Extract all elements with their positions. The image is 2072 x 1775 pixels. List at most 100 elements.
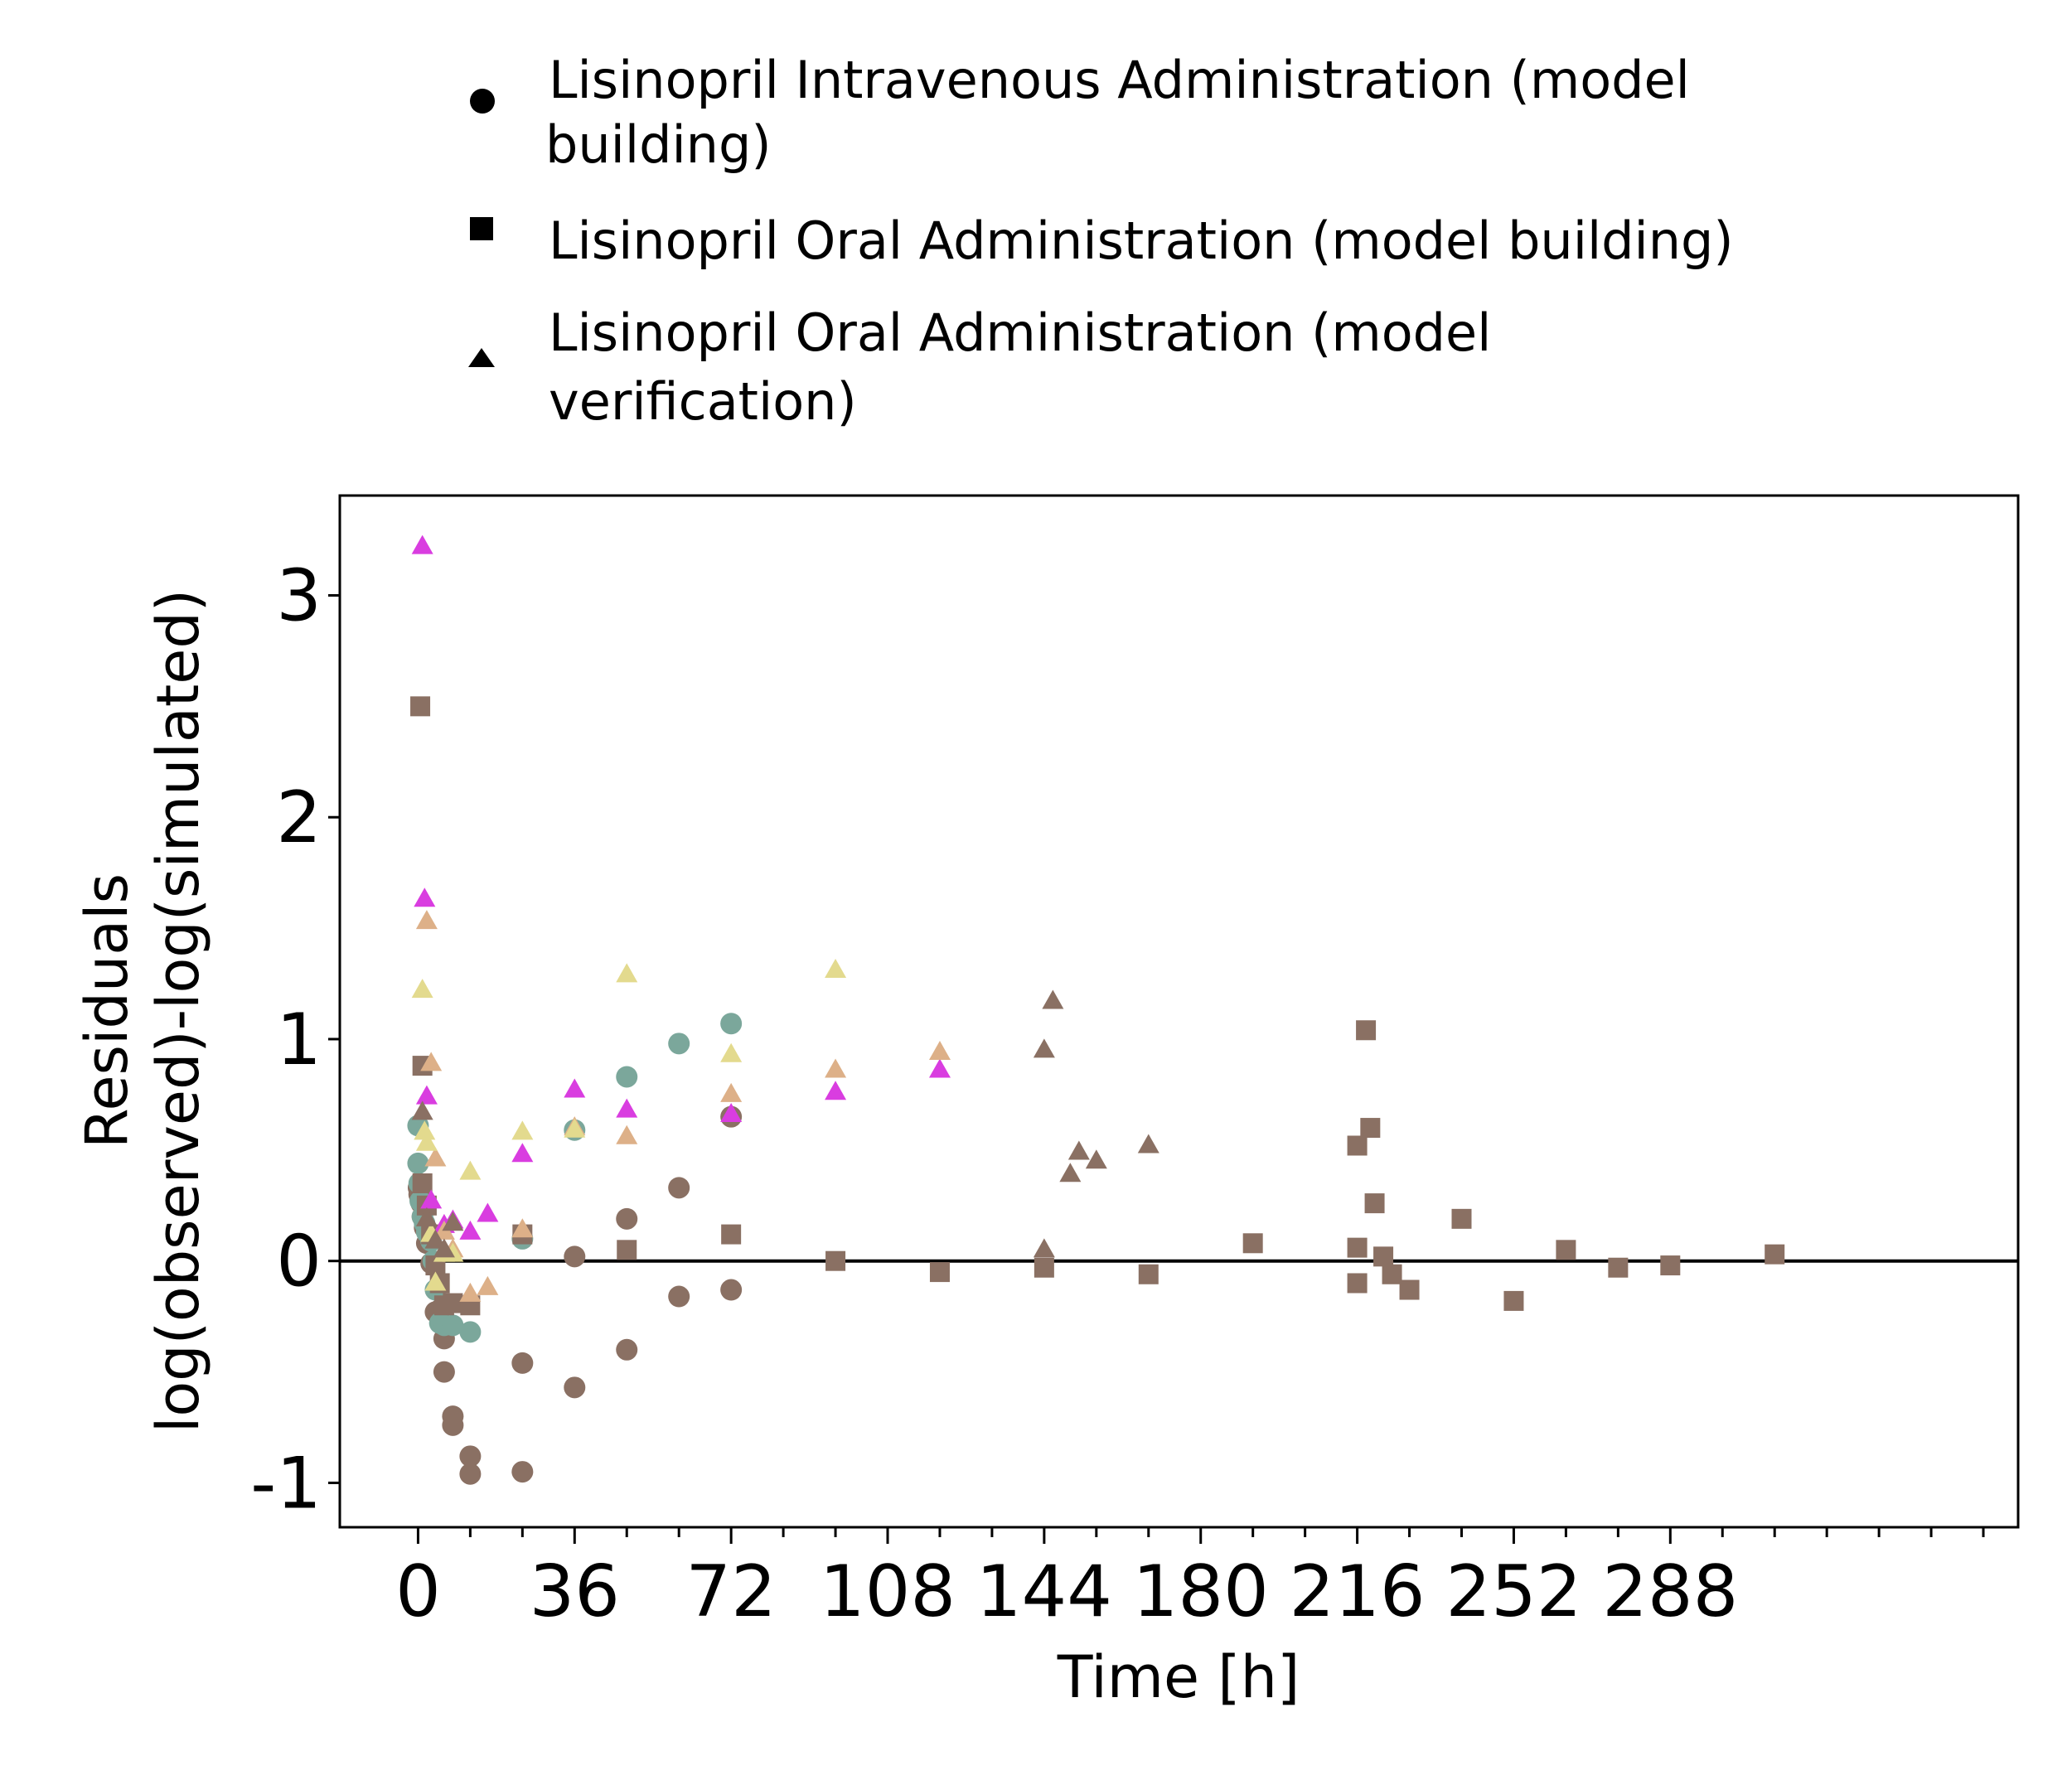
x-tick-label: 180: [1133, 1550, 1269, 1633]
x-tick-label: 144: [976, 1550, 1112, 1633]
data-point-circle: [511, 1461, 534, 1483]
data-point-square: [929, 1262, 950, 1283]
data-point-square: [1399, 1279, 1420, 1300]
data-point-triangle: [616, 963, 638, 983]
data-point-triangle: [720, 1042, 743, 1062]
data-point-circle: [459, 1463, 482, 1485]
data-point-circle: [720, 1013, 743, 1035]
data-point-triangle: [825, 1058, 847, 1078]
data-point-square: [825, 1250, 846, 1271]
data-point-square: [1034, 1257, 1054, 1278]
data-point-triangle: [442, 1212, 464, 1231]
data-points: [407, 534, 1785, 1485]
data-point-triangle: [825, 958, 847, 978]
data-point-square: [1242, 1233, 1263, 1254]
data-point-triangle: [1042, 989, 1064, 1009]
y-axis-title-line1: Residuals: [73, 873, 141, 1149]
data-point-square: [1382, 1264, 1402, 1284]
data-point-triangle: [1033, 1238, 1055, 1258]
data-point-triangle: [424, 1271, 447, 1291]
x-tick-label: 108: [820, 1550, 956, 1633]
data-point-square: [1765, 1244, 1785, 1265]
data-point-triangle: [459, 1282, 482, 1302]
data-point-triangle: [1033, 1038, 1055, 1058]
data-point-triangle: [415, 1085, 438, 1105]
data-point-triangle: [477, 1275, 499, 1295]
data-point-triangle: [415, 910, 438, 930]
data-point-square: [1503, 1290, 1524, 1311]
x-tick-label: 36: [530, 1550, 620, 1633]
data-point-square: [412, 1173, 433, 1193]
data-point-triangle: [415, 1207, 438, 1226]
x-tick-label: 288: [1602, 1550, 1738, 1633]
data-point-triangle: [511, 1218, 534, 1238]
data-point-triangle: [1085, 1149, 1107, 1169]
x-tick-label: 72: [685, 1550, 776, 1633]
data-point-triangle: [616, 1098, 638, 1118]
data-point-triangle: [564, 1078, 586, 1098]
data-point-triangle: [414, 1120, 436, 1140]
data-point-circle: [459, 1445, 482, 1468]
data-point-circle: [564, 1376, 586, 1399]
data-point-square: [617, 1240, 637, 1260]
data-point-triangle: [928, 1058, 951, 1078]
plot-panel: [338, 494, 2020, 1529]
data-point-circle: [564, 1245, 586, 1268]
x-axis-title: Time [h]: [1057, 1643, 1300, 1711]
data-point-triangle: [1059, 1163, 1082, 1183]
legend-marker-square: [470, 217, 493, 240]
data-point-triangle: [564, 1118, 586, 1138]
data-point-square: [1347, 1237, 1368, 1258]
legend-label-iv-line2: building): [545, 114, 772, 175]
legend-label-oral-verification-line1: Lisinopril Oral Administration (model: [549, 302, 1491, 363]
data-point-circle: [459, 1321, 482, 1343]
data-point-square: [1608, 1257, 1629, 1278]
legend-marker-circle: [470, 89, 495, 114]
data-point-triangle: [1067, 1140, 1090, 1160]
data-point-triangle: [459, 1160, 482, 1180]
data-point-triangle: [459, 1220, 482, 1240]
legend-label-oral-building: Lisinopril Oral Administration (model bu…: [549, 210, 1734, 271]
data-point-square: [1360, 1118, 1381, 1139]
data-point-triangle: [424, 1147, 447, 1167]
data-point-circle: [616, 1207, 638, 1230]
y-tick-label: 2: [276, 776, 322, 859]
data-point-circle: [720, 1279, 743, 1301]
y-tick-label: 1: [276, 999, 322, 1081]
data-point-triangle: [1137, 1134, 1159, 1154]
data-point-triangle: [477, 1202, 499, 1222]
x-axis: 0 36 72 108 144 180 216 252 288: [395, 1527, 1985, 1633]
y-tick-label: 0: [276, 1221, 322, 1303]
data-point-square: [1364, 1193, 1385, 1214]
y-tick-label: -1: [250, 1442, 322, 1525]
data-point-triangle: [720, 1103, 743, 1122]
data-point-square: [410, 696, 431, 717]
legend-item-iv: Lisinopril Intravenous Administration (m…: [470, 50, 1690, 175]
x-tick-label: 0: [395, 1550, 441, 1633]
data-point-circle: [668, 1285, 690, 1308]
data-point-circle: [616, 1338, 638, 1361]
data-point-circle: [668, 1177, 690, 1199]
data-point-triangle: [433, 1238, 455, 1258]
data-point-square: [1451, 1208, 1472, 1229]
data-point-circle: [616, 1066, 638, 1088]
data-point-circle: [407, 1152, 429, 1174]
legend: Lisinopril Intravenous Administration (m…: [468, 50, 1734, 432]
data-point-square: [1347, 1273, 1368, 1294]
legend-marker-triangle: [468, 348, 495, 367]
data-point-circle: [442, 1414, 464, 1436]
data-point-square: [1347, 1135, 1368, 1156]
data-point-triangle: [420, 1052, 443, 1071]
y-axis-title-line2: log(observed)-log(simulated): [144, 589, 212, 1433]
data-point-triangle: [720, 1082, 743, 1102]
data-point-triangle: [825, 1081, 847, 1100]
legend-item-oral-building: Lisinopril Oral Administration (model bu…: [470, 210, 1734, 271]
data-point-triangle: [411, 534, 433, 554]
data-point-square: [443, 1293, 463, 1313]
data-point-circle: [442, 1314, 464, 1337]
data-point-circle: [433, 1361, 455, 1383]
data-point-triangle: [420, 1189, 443, 1209]
data-point-circle: [668, 1033, 690, 1055]
data-point-triangle: [511, 1120, 534, 1140]
